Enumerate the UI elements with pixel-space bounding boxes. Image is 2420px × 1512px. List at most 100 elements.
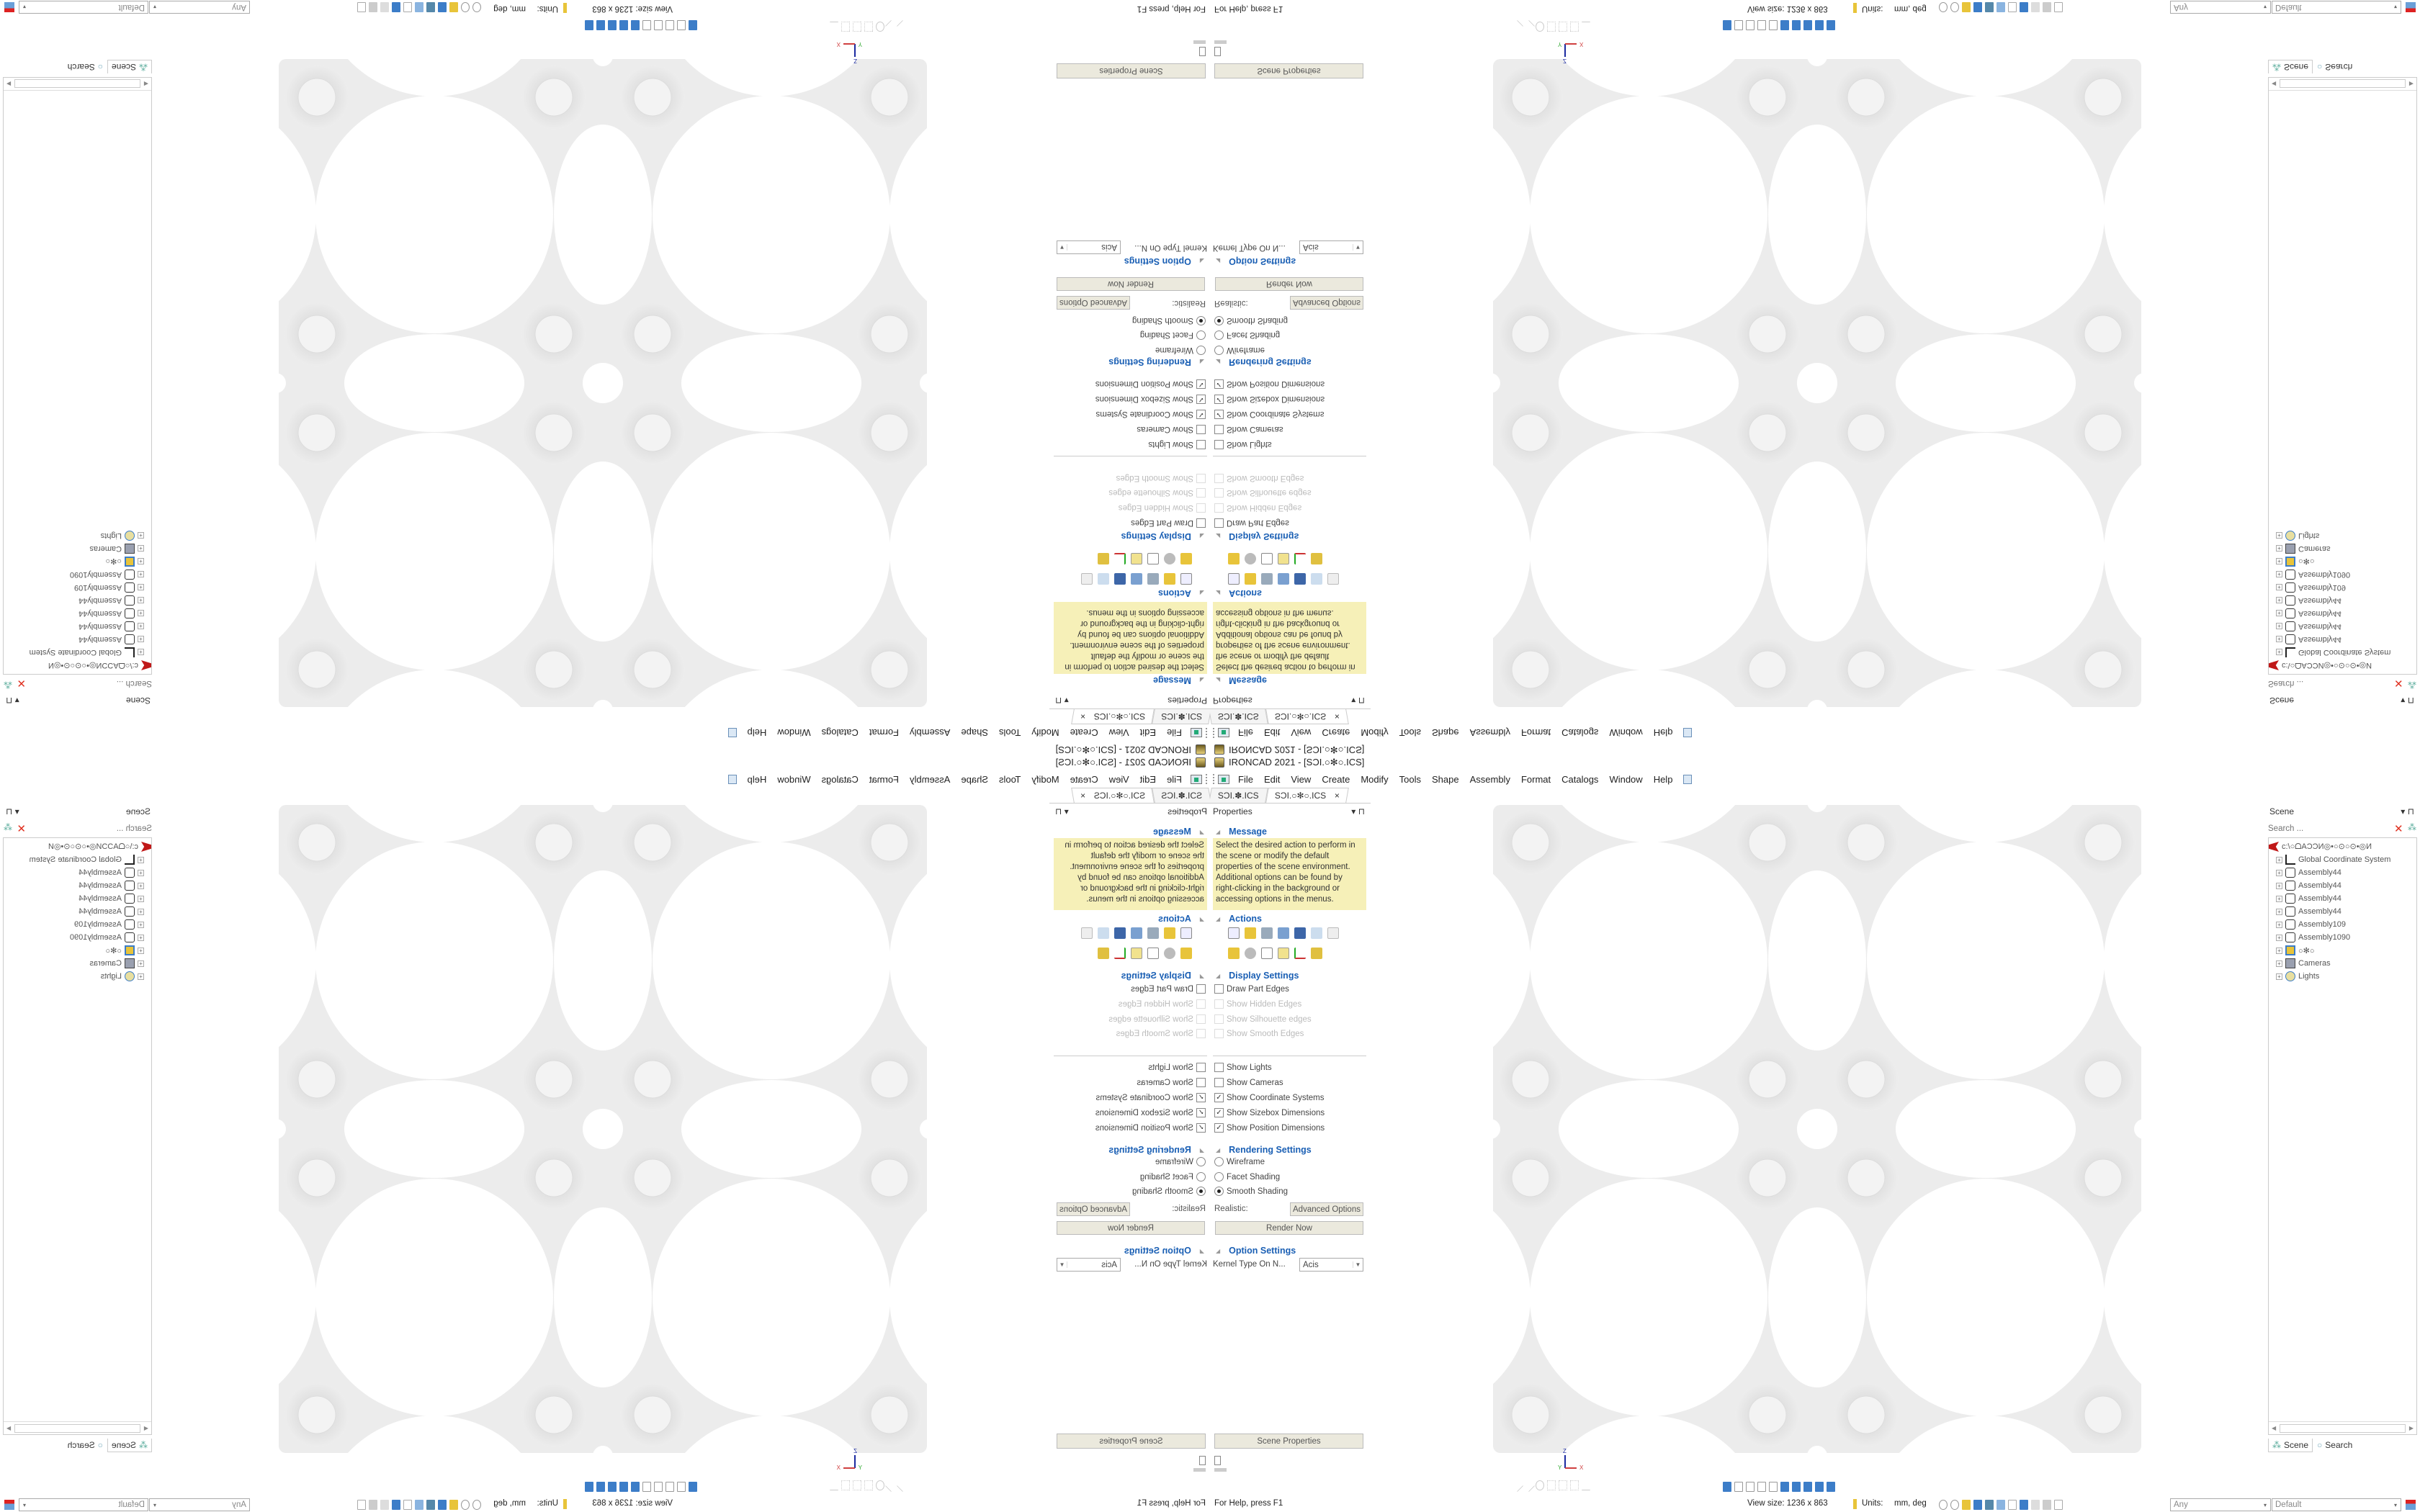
view-top-icon[interactable] xyxy=(642,1482,651,1492)
grid-icon[interactable] xyxy=(841,1480,850,1490)
clear-search-icon[interactable]: ✕ xyxy=(17,823,26,835)
view-back-icon[interactable] xyxy=(677,1482,686,1492)
facet-shading-radio[interactable]: Facet Shading xyxy=(1214,1172,1280,1182)
expand-icon[interactable]: + xyxy=(2276,908,2282,915)
hierarchy-icon[interactable] xyxy=(2406,2,2416,12)
document-window-icon[interactable] xyxy=(1218,728,1229,738)
menu-edit[interactable]: Edit xyxy=(1139,727,1157,739)
view-front-icon[interactable] xyxy=(689,1482,697,1492)
zoom-icon[interactable] xyxy=(1939,2,1948,12)
tab-search[interactable]: ○ Search xyxy=(2317,1440,2352,1450)
document-window-icon[interactable] xyxy=(1191,774,1202,784)
units-value[interactable]: mm, deg xyxy=(493,1499,526,1508)
menu-window[interactable]: Window xyxy=(1609,773,1643,785)
expand-icon[interactable]: + xyxy=(2276,532,2282,539)
spin-icon[interactable] xyxy=(1261,573,1273,585)
menu-window[interactable]: Window xyxy=(777,727,811,739)
view-right-icon[interactable] xyxy=(1757,20,1766,30)
tree-root[interactable]: c:\○ᗝAƆƆИ◎•○⊙○⊙•◎И xyxy=(2269,840,2372,853)
render-now-button[interactable]: Render Now xyxy=(1215,1221,1363,1235)
tab-scene[interactable]: ⁂ Scene xyxy=(2268,60,2313,74)
facet-shading-radio[interactable]: Facet Shading xyxy=(1214,330,1280,340)
extrude-icon[interactable] xyxy=(1164,573,1175,585)
pin-icon[interactable]: ▾ ⊓ xyxy=(1351,806,1365,816)
sketch-icon[interactable] xyxy=(1311,573,1322,585)
circle-icon[interactable] xyxy=(1536,22,1544,32)
units-value[interactable]: mm, deg xyxy=(1894,1499,1927,1508)
show-cameras-checkbox[interactable]: Show Cameras xyxy=(1214,1078,1283,1087)
part-icon[interactable] xyxy=(1228,948,1240,959)
tree-item-cameras[interactable]: + Cameras xyxy=(89,957,151,970)
shape-icon[interactable] xyxy=(1996,2,2005,12)
menu-shape[interactable]: Shape xyxy=(1432,727,1459,739)
show-position-dimensions-checkbox[interactable]: ✓ Show Position Dimensions xyxy=(1214,379,1325,389)
toolbar-grip[interactable] xyxy=(1213,774,1215,784)
tab-document-1[interactable]: SƆI.✽.ICS xyxy=(1152,709,1210,724)
sketch-icon[interactable] xyxy=(1098,573,1109,585)
menu-create[interactable]: Create xyxy=(1322,727,1350,739)
cube-icon[interactable] xyxy=(438,1500,447,1510)
zoom-area-icon[interactable] xyxy=(1950,2,1959,12)
part-model[interactable] xyxy=(1493,59,2141,707)
smooth-shading-radio[interactable]: Smooth Shading xyxy=(1214,316,1288,325)
expand-icon[interactable]: + xyxy=(138,597,144,604)
render-now-button[interactable]: Render Now xyxy=(1057,1221,1205,1235)
expand-icon[interactable]: + xyxy=(138,895,144,902)
tree-item-lights[interactable]: + Lights xyxy=(2269,529,2319,542)
menu-file[interactable]: File xyxy=(1238,773,1253,785)
menu-edit[interactable]: Edit xyxy=(1263,773,1281,785)
pointer-icon[interactable] xyxy=(369,1500,377,1510)
selection-filter-select[interactable]: Any ▾ xyxy=(149,1,250,14)
clear-search-icon[interactable]: ✕ xyxy=(17,677,26,689)
show-coordinate-systems-checkbox[interactable]: ✓ Show Coordinate Systems xyxy=(1214,410,1325,419)
document-window-icon[interactable] xyxy=(1191,728,1202,738)
show-coordinate-systems-checkbox[interactable]: ✓ Show Coordinate Systems xyxy=(1214,1093,1325,1102)
render-now-button[interactable]: Render Now xyxy=(1057,277,1205,291)
view-trimetric-icon[interactable] xyxy=(596,20,605,30)
tab-document-2[interactable]: SƆI.○✻○.ICS × xyxy=(1265,709,1349,724)
loft-icon[interactable] xyxy=(1294,927,1306,939)
undo-select-icon[interactable] xyxy=(2031,2,2040,12)
option-settings-section[interactable]: ◢ Option Settings xyxy=(1216,1246,1296,1256)
document-icon[interactable] xyxy=(1199,47,1206,56)
trim-icon[interactable] xyxy=(1547,1480,1556,1490)
new-scene-icon[interactable] xyxy=(1683,728,1693,738)
actions-section[interactable]: ◢ Actions xyxy=(1216,588,1262,598)
view-normal-icon[interactable] xyxy=(585,20,593,30)
tree-item-assembly[interactable]: + Assembly44 xyxy=(79,607,151,620)
view-front-icon[interactable] xyxy=(1723,20,1731,30)
rendering-settings-section[interactable]: ◢ Rendering Settings xyxy=(1108,1145,1204,1155)
menu-shape[interactable]: Shape xyxy=(961,727,988,739)
cube-icon[interactable] xyxy=(1973,2,1982,12)
menu-help[interactable]: Help xyxy=(747,773,767,785)
actions-section[interactable]: ◢ Actions xyxy=(1216,914,1262,924)
tree-root[interactable]: c:\○ᗝAƆƆИ◎•○⊙○⊙•◎И xyxy=(48,659,151,672)
menu-catalogs[interactable]: Catalogs xyxy=(821,727,859,739)
spin-icon[interactable] xyxy=(1261,927,1273,939)
rendering-settings-section[interactable]: ◢ Rendering Settings xyxy=(1216,357,1312,367)
sweep-icon[interactable] xyxy=(1131,573,1142,585)
display-settings-section[interactable]: ◢ Display Settings xyxy=(1216,531,1299,541)
render-mode-icon[interactable] xyxy=(2020,1500,2028,1510)
trim-icon[interactable] xyxy=(864,1480,873,1490)
advanced-options-button[interactable]: Advanced Options xyxy=(1290,296,1363,310)
view-bottom-icon[interactable] xyxy=(631,1482,640,1492)
loft-icon[interactable] xyxy=(1114,573,1126,585)
tree-item-assembly[interactable]: + Assembly44 xyxy=(2269,633,2341,646)
expand-icon[interactable]: + xyxy=(2276,934,2282,941)
show-lights-checkbox[interactable]: Show Lights xyxy=(1148,440,1206,449)
gear-icon[interactable] xyxy=(1245,553,1256,564)
units-value[interactable]: mm, deg xyxy=(493,4,526,13)
menu-create[interactable]: Create xyxy=(1070,727,1098,739)
part-icon[interactable] xyxy=(1180,553,1192,564)
gear-icon[interactable] xyxy=(1164,553,1175,564)
expand-icon[interactable]: + xyxy=(2276,558,2282,565)
tab-scene[interactable]: ⁂ Scene xyxy=(2268,1438,2313,1452)
glasses-icon[interactable] xyxy=(2008,2,2017,12)
scroll-thumb[interactable] xyxy=(2280,79,2406,89)
menu-modify[interactable]: Modify xyxy=(1031,773,1059,785)
expand-icon[interactable]: + xyxy=(2276,869,2282,876)
tree-item-global-coordinate-system[interactable]: + Global Coordinate System xyxy=(30,853,151,866)
trim-icon[interactable] xyxy=(864,22,873,32)
show-coordinate-systems-checkbox[interactable]: ✓ Show Coordinate Systems xyxy=(1095,410,1206,419)
